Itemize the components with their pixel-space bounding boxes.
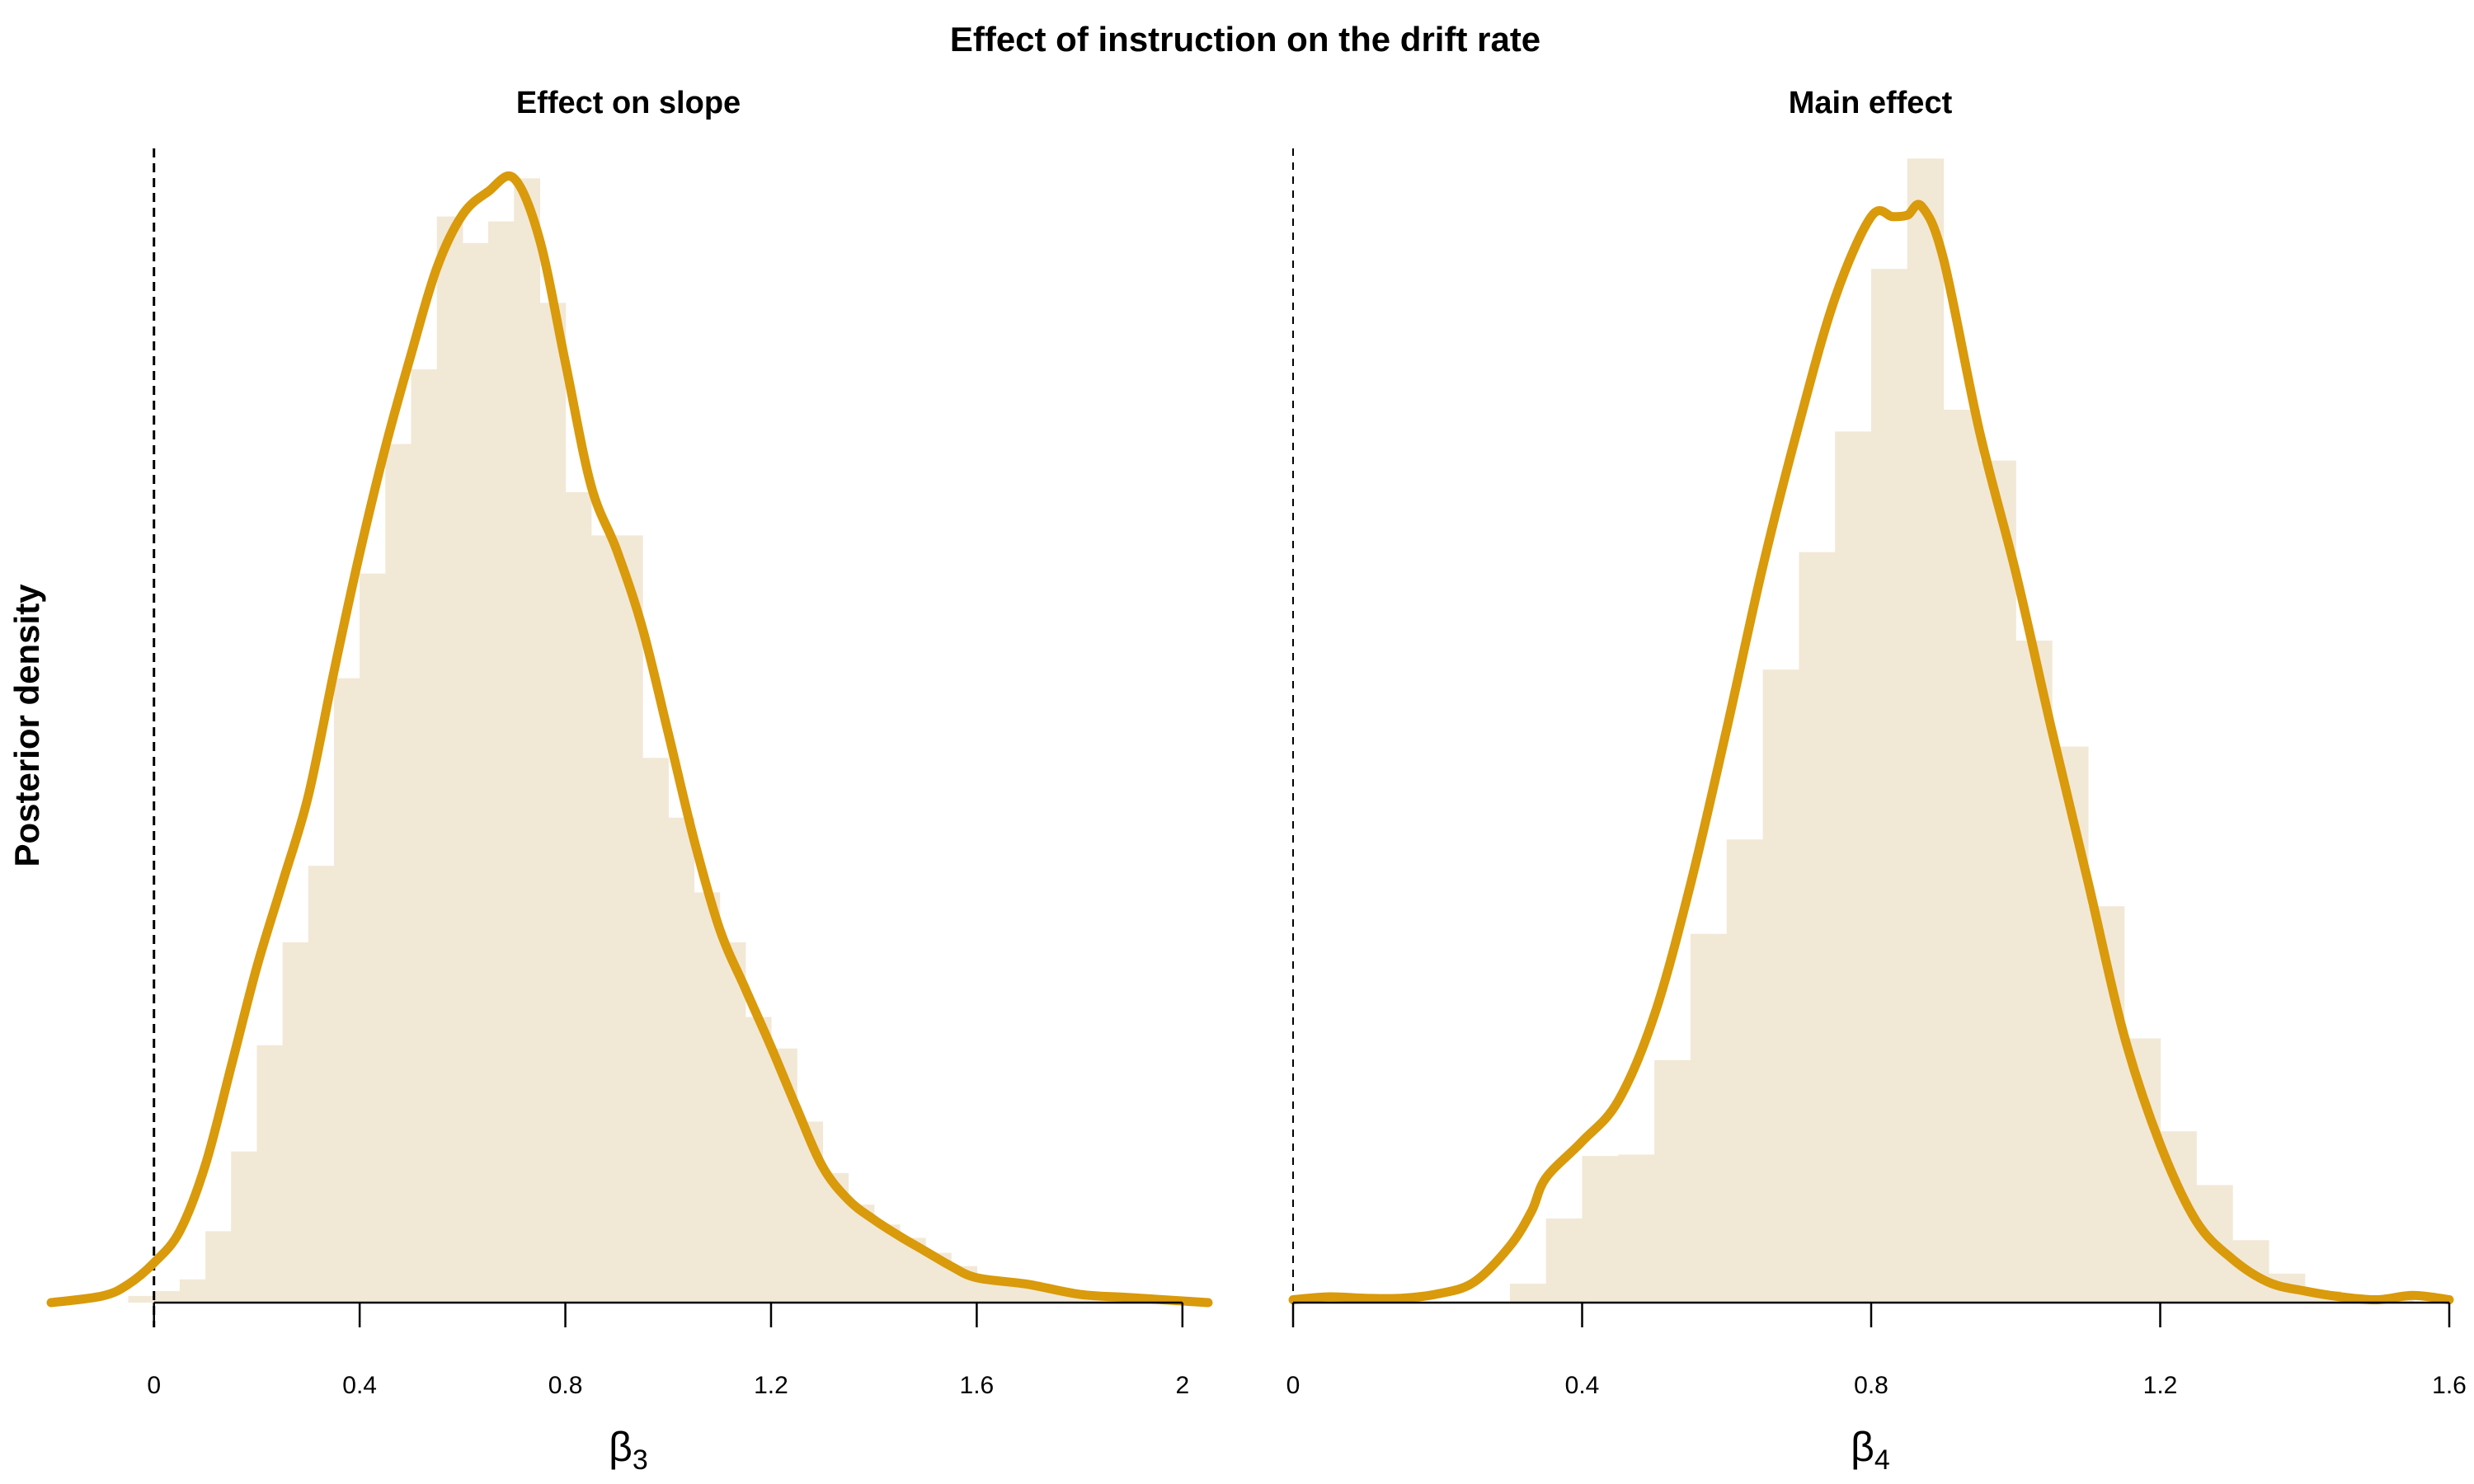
histogram-bar <box>565 492 592 1303</box>
x-tick-label: 0.8 <box>1854 1372 1888 1399</box>
panel-effect-on-slope: Effect on slope 0 0.4 0.8 1.2 1.6 2 β3 <box>46 86 1213 1476</box>
histogram-bar <box>360 573 386 1303</box>
x-tick-label: 1.2 <box>754 1372 788 1399</box>
histogram-bar <box>1726 839 1764 1303</box>
histogram-bar <box>1582 1156 1619 1303</box>
x-tick-label: 0.4 <box>1565 1372 1600 1399</box>
x-tick-label: 0.4 <box>342 1372 377 1399</box>
x-tick-label: 0 <box>147 1372 161 1399</box>
histogram-bar <box>436 216 463 1303</box>
panel-title-main: Main effect <box>1789 86 1953 120</box>
density-curve-slope <box>46 171 1213 1308</box>
histogram-bar <box>1871 269 1908 1303</box>
histogram-bar <box>1762 669 1799 1303</box>
x-axis-main: 0 0.4 0.8 1.2 1.6 <box>1286 1301 2467 1399</box>
histogram-bar <box>2015 641 2053 1303</box>
x-axis-label-main: β4 <box>1851 1424 1890 1476</box>
histogram-bar <box>128 1295 155 1303</box>
density-curve-main <box>1288 200 2454 1305</box>
histogram-bar <box>668 817 695 1303</box>
histogram-bar <box>231 1151 257 1303</box>
x-tick-label: 1.2 <box>2143 1372 2178 1399</box>
x-tick-label: 0 <box>1286 1372 1300 1399</box>
histogram-bar <box>334 678 360 1303</box>
histogram-bar <box>179 1279 206 1303</box>
histogram-bar <box>616 535 643 1303</box>
histogram-bar <box>514 178 540 1303</box>
histogram-bar <box>1618 1154 1655 1303</box>
histogram-bar <box>642 758 669 1303</box>
x-tick-label: 0.8 <box>548 1372 583 1399</box>
histogram-bar <box>590 535 618 1303</box>
histogram-bar <box>462 242 489 1303</box>
histogram-bar <box>694 892 721 1303</box>
histogram-bar <box>153 1290 181 1303</box>
histogram-bar <box>256 1045 284 1303</box>
histogram-bar <box>308 866 335 1303</box>
histogram-bar <box>1835 431 1872 1303</box>
histogram-bar <box>1545 1218 1583 1303</box>
histogram-bar <box>1509 1284 1547 1303</box>
panel-main-effect: Main effect 0 0.4 0.8 1.2 1.6 β4 <box>1286 86 2467 1476</box>
x-tick-label: 1.6 <box>960 1372 995 1399</box>
x-tick-label: 2 <box>1175 1372 1189 1399</box>
histogram-bar <box>745 1017 772 1303</box>
chart-title: Effect of instruction on the drift rate <box>950 20 1540 59</box>
histogram-slope <box>128 178 1183 1303</box>
histogram-bar <box>1943 410 1980 1303</box>
histogram-bar <box>385 444 412 1303</box>
y-axis-label: Posterior density <box>7 584 46 867</box>
histogram-bar <box>411 369 438 1303</box>
histogram-bar <box>1654 1059 1691 1303</box>
histogram-bar <box>539 303 567 1303</box>
histogram-bar <box>488 221 515 1303</box>
histogram-bar <box>719 942 746 1303</box>
x-tick-label: 1.6 <box>2432 1372 2467 1399</box>
histogram-bar <box>282 942 309 1303</box>
panel-title-slope: Effect on slope <box>516 86 741 120</box>
x-axis-slope: 0 0.4 0.8 1.2 1.6 2 <box>147 1301 1189 1399</box>
histogram-bar <box>1979 460 2016 1303</box>
histogram-bar <box>2052 746 2089 1303</box>
histogram-bar <box>1799 552 1836 1303</box>
histogram-bar <box>205 1231 232 1303</box>
histogram-main <box>1509 158 2414 1303</box>
histogram-bar <box>1907 158 1945 1303</box>
x-axis-label-slope: β3 <box>609 1424 648 1476</box>
histogram-bar <box>1690 933 1728 1303</box>
histogram-bar <box>2124 1038 2161 1303</box>
